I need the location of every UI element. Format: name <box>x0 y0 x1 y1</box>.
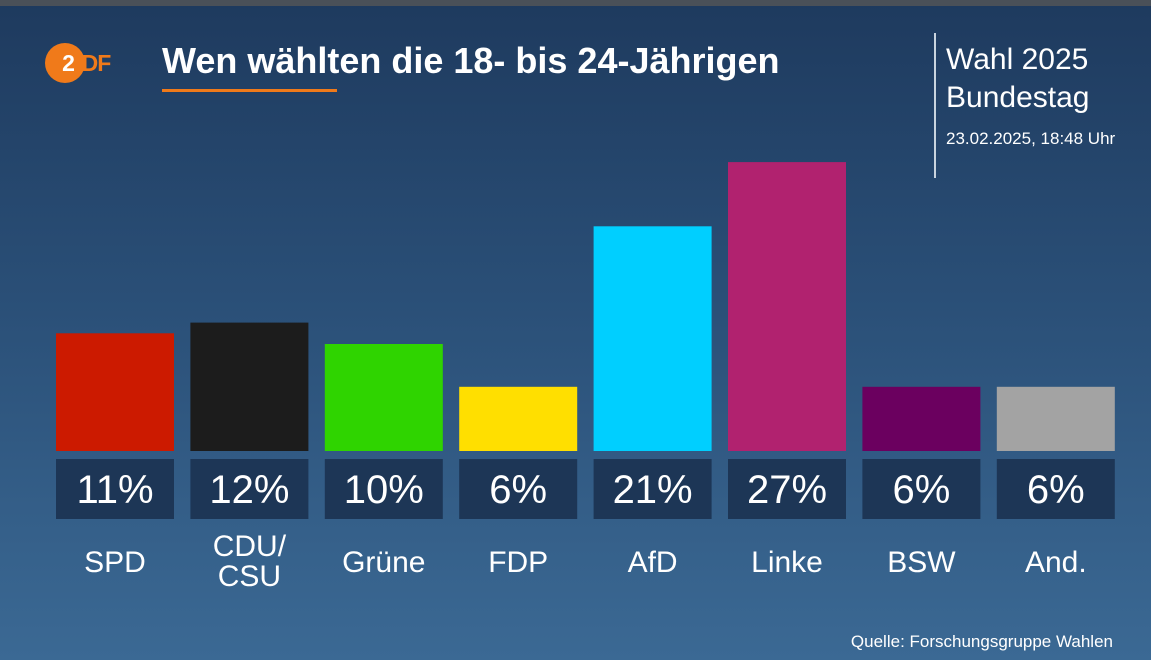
category-label-afd: AfD <box>628 546 678 579</box>
category-label-spd: SPD <box>84 546 146 579</box>
category-label-fdp: FDP <box>488 546 548 579</box>
category-label-linke: Linke <box>751 546 823 579</box>
value-box-linke <box>728 459 846 519</box>
header-divider <box>934 33 936 178</box>
value-label-fdp: 6% <box>489 468 547 512</box>
timestamp: 23.02.2025, 18:48 Uhr <box>946 129 1116 148</box>
bar-and <box>996 386 1115 451</box>
bar-afd <box>593 226 712 451</box>
svg-text:2: 2 <box>62 50 74 76</box>
value-box-cdu-csu <box>190 459 309 519</box>
value-label-bsw: 6% <box>892 468 950 512</box>
bar-spd <box>56 333 174 451</box>
category-label-bsw: BSW <box>887 546 956 579</box>
value-box-and <box>996 459 1115 519</box>
value-label-linke: 27% <box>747 468 827 512</box>
svg-text:DF: DF <box>82 50 112 76</box>
zdf-logo: 2 DF <box>45 43 112 83</box>
category-label-and: And. <box>1025 546 1087 579</box>
top-bar <box>0 0 1151 6</box>
chart-title: Wen wählten die 18- bis 24-Jährigen <box>162 40 780 81</box>
bar-bsw <box>862 386 981 451</box>
value-box-bsw <box>862 459 981 519</box>
source-note: Quelle: Forschungsgruppe Wahlen <box>850 632 1113 651</box>
election-body: Bundestag <box>946 81 1090 114</box>
bar-grüne <box>324 344 443 451</box>
bar-linke <box>728 162 846 451</box>
election-year: Wahl 2025 <box>946 43 1089 76</box>
election-label: Wahl 2025 Bundestag <box>946 41 1089 117</box>
value-box-afd <box>593 459 712 519</box>
value-box-spd <box>56 459 174 519</box>
value-box-fdp <box>459 459 578 519</box>
bar-cdu-csu <box>190 322 309 451</box>
value-label-grüne: 10% <box>344 468 424 512</box>
value-label-afd: 21% <box>613 468 693 512</box>
category-label-cdu-csu: CDU/CSU <box>213 530 287 593</box>
category-label-grüne: Grüne <box>342 546 425 579</box>
value-box-grüne <box>324 459 443 519</box>
bar-fdp <box>459 386 578 451</box>
title-underline <box>162 89 337 92</box>
value-label-and: 6% <box>1027 468 1085 512</box>
value-label-spd: 11% <box>76 468 153 512</box>
value-label-cdu-csu: 12% <box>209 468 289 512</box>
